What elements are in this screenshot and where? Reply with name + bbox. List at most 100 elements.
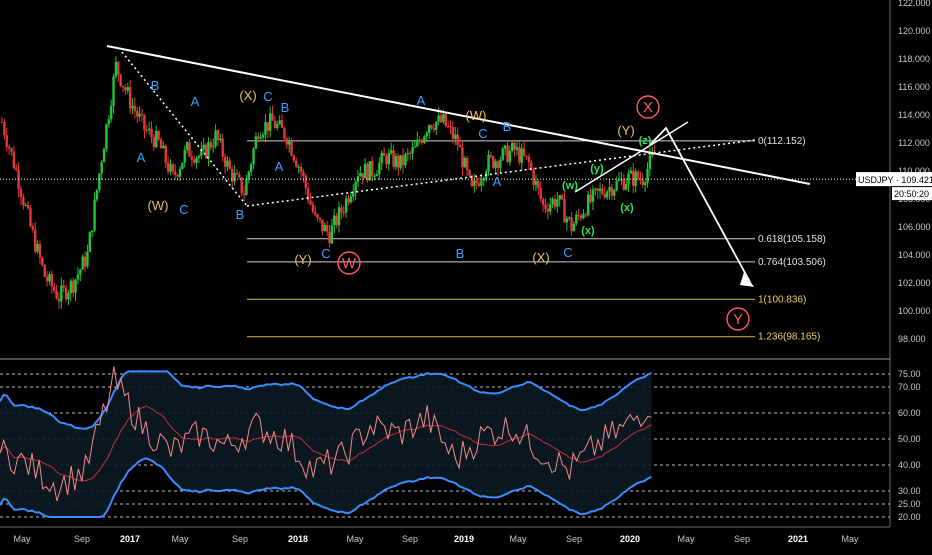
candle-body xyxy=(596,188,599,191)
wave-label: C xyxy=(263,89,272,104)
osc-axis-tick: 60.00 xyxy=(898,408,921,418)
wave-label: (X) xyxy=(239,88,256,103)
candle-body xyxy=(563,199,566,223)
candle-body xyxy=(121,85,125,88)
candle-body xyxy=(496,161,500,168)
candle-body xyxy=(178,168,182,177)
osc-axis-tick: 25.00 xyxy=(898,499,921,509)
candle-body xyxy=(371,161,374,177)
candle-body xyxy=(608,187,611,192)
candle-body xyxy=(285,138,288,145)
candle-body xyxy=(140,114,144,116)
candle-body xyxy=(5,135,8,147)
candle-body xyxy=(494,161,497,168)
time-axis-label: Sep xyxy=(734,534,750,544)
candle-body xyxy=(280,120,284,128)
wave-label: W xyxy=(342,255,357,272)
candle-body xyxy=(603,193,606,198)
candle-body xyxy=(290,141,293,156)
candle-body xyxy=(430,125,433,129)
candle-body xyxy=(100,162,103,174)
candle-body xyxy=(88,232,92,252)
candle-body xyxy=(352,192,355,197)
candle-body xyxy=(359,173,362,177)
osc-axis-tick: 40.00 xyxy=(898,460,921,470)
price-axis-tick: 100.000 xyxy=(898,306,931,316)
candle-body xyxy=(321,219,324,232)
descending-trendline xyxy=(106,45,811,185)
candle-body xyxy=(162,145,165,149)
candle-body xyxy=(501,148,504,160)
candle-body xyxy=(207,142,210,159)
candle-body xyxy=(304,175,307,189)
candle-body xyxy=(629,170,633,174)
candle-body xyxy=(245,179,248,196)
candle-body xyxy=(155,131,158,148)
candle-body xyxy=(544,204,547,209)
wave-label: A xyxy=(275,159,284,174)
wave-label: (z) xyxy=(639,135,652,147)
candle-body xyxy=(589,194,592,202)
candle-body xyxy=(541,198,545,205)
wave-label: B xyxy=(281,100,290,115)
candle-body xyxy=(373,176,376,178)
candle-body xyxy=(273,120,277,129)
candle-body xyxy=(264,122,267,135)
osc-axis-tick: 30.00 xyxy=(898,486,921,496)
candle-body xyxy=(233,173,236,182)
candle-body xyxy=(147,128,151,131)
candle-body xyxy=(195,157,198,163)
wave-label: A xyxy=(417,93,426,108)
candle-body xyxy=(197,155,201,158)
fib-level-label: 1.236(98.165) xyxy=(758,332,820,343)
wave-circle xyxy=(636,95,660,119)
candle-body xyxy=(29,208,32,227)
time-axis-label: May xyxy=(13,534,31,544)
candle-body xyxy=(522,148,526,156)
candle-body xyxy=(646,169,649,183)
time-axis-label: Sep xyxy=(402,534,418,544)
candle-body xyxy=(549,204,552,212)
time-axis-label: May xyxy=(171,534,189,544)
candle-body xyxy=(648,155,652,170)
candle-body xyxy=(598,188,602,191)
candle-body xyxy=(363,163,367,179)
candle-body xyxy=(145,130,148,132)
wave-label: A xyxy=(493,174,502,189)
candle-body xyxy=(318,217,322,220)
candle-body xyxy=(513,142,516,150)
candle-body xyxy=(93,199,96,231)
candle-body xyxy=(560,195,564,200)
candle-body xyxy=(316,214,319,218)
candle-body xyxy=(36,243,39,252)
candle-body xyxy=(530,162,533,170)
candle-body xyxy=(259,137,262,139)
candle-body xyxy=(615,180,618,190)
time-axis-label: 2021 xyxy=(788,534,808,544)
time-axis-label: Sep xyxy=(74,534,90,544)
candle-body xyxy=(408,153,412,155)
candle-body xyxy=(461,147,464,168)
candle-body xyxy=(190,156,194,160)
candle-body xyxy=(249,164,253,172)
wave-label: C xyxy=(563,245,572,260)
candle-body xyxy=(202,144,205,150)
candle-body xyxy=(539,188,542,199)
candle-body xyxy=(53,286,56,291)
candle-body xyxy=(268,113,272,131)
candle-body xyxy=(651,153,654,156)
osc-axis-tick: 20.00 xyxy=(898,512,921,522)
candle-body xyxy=(344,198,348,213)
wave-label: C xyxy=(478,126,487,141)
candle-body xyxy=(515,147,519,150)
candle-body xyxy=(252,148,255,165)
candle-body xyxy=(76,274,80,280)
candle-body xyxy=(586,194,590,216)
candle-body xyxy=(380,152,383,163)
candle-body xyxy=(511,142,514,151)
time-axis-label: May xyxy=(677,534,695,544)
candle-body xyxy=(105,124,108,149)
candle-body xyxy=(525,155,528,157)
price-axis-tick: 122.000 xyxy=(898,0,931,8)
candle-body xyxy=(98,173,101,190)
